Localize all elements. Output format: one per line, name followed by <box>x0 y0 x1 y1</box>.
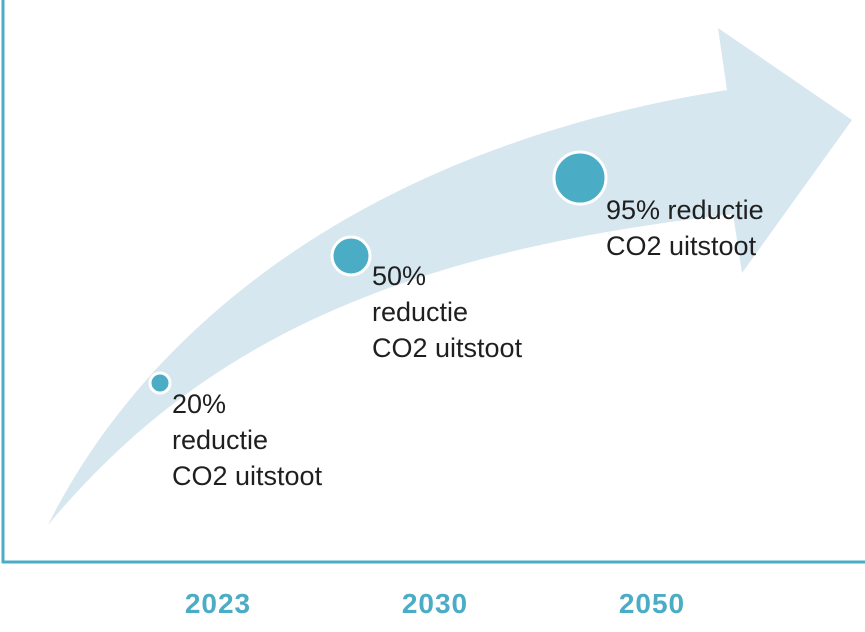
year-label-2023: 2023 <box>184 588 252 619</box>
year-label-2050: 2050 <box>618 588 686 619</box>
growth-arrow <box>48 28 852 525</box>
milestone-label-line: 50% <box>372 261 427 291</box>
year-label-2030: 2030 <box>401 588 469 619</box>
milestone-dot-2050 <box>552 150 608 206</box>
milestone-label-line: CO2 uitstoot <box>606 231 757 261</box>
milestone-dot-2023 <box>148 371 172 395</box>
milestone-label-line: reductie <box>172 425 269 455</box>
milestone-label-line: 20% <box>172 389 227 419</box>
milestone-label-2050: 95% reductie CO2 uitstoot <box>606 192 764 264</box>
milestone-label-line: 95% reductie <box>606 195 764 225</box>
milestone-label-2023: 20% reductie CO2 uitstoot <box>172 386 322 494</box>
milestone-label-line: CO2 uitstoot <box>372 333 523 363</box>
milestone-dot-2030 <box>330 235 372 277</box>
milestone-label-line: reductie <box>372 297 469 327</box>
milestone-label-2030: 50% reductie CO2 uitstoot <box>372 258 522 366</box>
milestone-label-line: CO2 uitstoot <box>172 461 323 491</box>
